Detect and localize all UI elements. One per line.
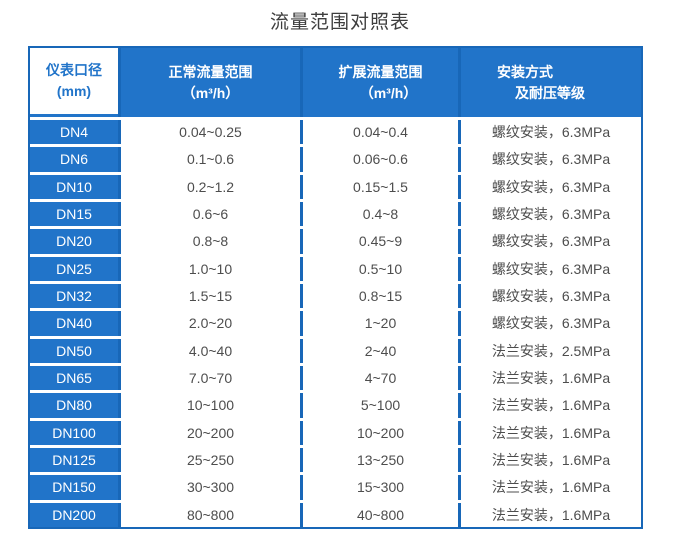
cell-installation: 法兰安装，1.6MPa (458, 365, 641, 391)
header-installation: 安装方式 及耐压等级 (458, 48, 641, 117)
cell-installation: 法兰安装，1.6MPa (458, 393, 641, 418)
cell-extended-range: 2~40 (300, 338, 458, 363)
cell-normal-range: 1.0~10 (118, 256, 300, 281)
cell-installation: 法兰安装，2.5MPa (458, 338, 641, 363)
cell-extended-range: 0.15~1.5 (300, 174, 458, 199)
cell-extended-range: 10~200 (300, 420, 458, 445)
cell-diameter: DN10 (30, 174, 118, 199)
cell-normal-range: 4.0~40 (118, 338, 300, 363)
table-row: DN32 1.5~15 0.8~15 螺纹安装，6.3MPa (30, 283, 641, 309)
cell-extended-range: 0.45~9 (300, 229, 458, 254)
table-row: DN4 0.04~0.25 0.04~0.4 螺纹安装，6.3MPa (30, 120, 641, 145)
cell-extended-range: 0.4~8 (300, 201, 458, 227)
cell-extended-range: 1~20 (300, 311, 458, 336)
cell-normal-range: 0.6~6 (118, 201, 300, 227)
header-line2: 及耐压等级 (515, 84, 585, 101)
header-extended-flow-range: 扩展流量范围 （m³/h） (300, 48, 458, 117)
cell-installation: 螺纹安装，6.3MPa (458, 229, 641, 254)
cell-normal-range: 30~300 (118, 475, 300, 500)
cell-normal-range: 1.5~15 (118, 283, 300, 309)
header-line1: 仪表口径 (46, 62, 102, 78)
cell-extended-range: 40~800 (300, 502, 458, 527)
cell-normal-range: 0.1~0.6 (118, 147, 300, 172)
cell-installation: 螺纹安装，6.3MPa (458, 201, 641, 227)
cell-installation: 法兰安装，1.6MPa (458, 447, 641, 473)
flow-range-table: 仪表口径 (mm) 正常流量范围 （m³/h） 扩展流量范围 （m³/h） 安装… (28, 46, 643, 529)
cell-diameter: DN25 (30, 256, 118, 281)
cell-normal-range: 0.8~8 (118, 229, 300, 254)
header-line1: 安装方式 (497, 63, 553, 80)
header-line2: （m³/h） (359, 84, 418, 101)
cell-diameter: DN20 (30, 229, 118, 254)
cell-extended-range: 15~300 (300, 475, 458, 500)
table-row: DN15 0.6~6 0.4~8 螺纹安装，6.3MPa (30, 201, 641, 227)
table-body: DN4 0.04~0.25 0.04~0.4 螺纹安装，6.3MPa DN6 0.1~0.… (30, 120, 641, 527)
cell-diameter: DN50 (30, 338, 118, 363)
table-header-row: 仪表口径 (mm) 正常流量范围 （m³/h） 扩展流量范围 （m³/h） 安装… (30, 48, 641, 117)
header-line2: (mm) (56, 83, 92, 99)
cell-extended-range: 0.5~10 (300, 256, 458, 281)
cell-normal-range: 25~250 (118, 447, 300, 473)
cell-diameter: DN125 (30, 447, 118, 473)
cell-normal-range: 80~800 (118, 502, 300, 527)
cell-installation: 螺纹安装，6.3MPa (458, 120, 641, 145)
cell-extended-range: 4~70 (300, 365, 458, 391)
cell-diameter: DN65 (30, 365, 118, 391)
header-meter-diameter: 仪表口径 (mm) (30, 48, 118, 117)
cell-installation: 法兰安装，1.6MPa (458, 502, 641, 527)
cell-extended-range: 13~250 (300, 447, 458, 473)
cell-extended-range: 0.8~15 (300, 283, 458, 309)
cell-diameter: DN100 (30, 420, 118, 445)
cell-extended-range: 0.04~0.4 (300, 120, 458, 145)
cell-normal-range: 2.0~20 (118, 311, 300, 336)
cell-installation: 螺纹安装，6.3MPa (458, 283, 641, 309)
table-row: DN50 4.0~40 2~40 法兰安装，2.5MPa (30, 338, 641, 363)
table-row: DN80 10~100 5~100 法兰安装，1.6MPa (30, 393, 641, 418)
cell-extended-range: 0.06~0.6 (300, 147, 458, 172)
table-row: DN125 25~250 13~250 法兰安装，1.6MPa (30, 447, 641, 473)
table-row: DN65 7.0~70 4~70 法兰安装，1.6MPa (30, 365, 641, 391)
cell-diameter: DN200 (30, 502, 118, 527)
table-row: DN25 1.0~10 0.5~10 螺纹安装，6.3MPa (30, 256, 641, 281)
cell-installation: 螺纹安装，6.3MPa (458, 174, 641, 199)
cell-diameter: DN4 (30, 120, 118, 145)
cell-diameter: DN150 (30, 475, 118, 500)
cell-diameter: DN80 (30, 393, 118, 418)
header-line1: 扩展流量范围 (338, 63, 423, 80)
cell-installation: 法兰安装，1.6MPa (458, 475, 641, 500)
page-title: 流量范围对照表 (269, 12, 410, 33)
table-row: DN20 0.8~8 0.45~9 螺纹安装，6.3MPa (30, 229, 641, 254)
cell-normal-range: 0.2~1.2 (118, 174, 300, 199)
header-normal-flow-range: 正常流量范围 （m³/h） (118, 48, 300, 117)
table-row: DN40 2.0~20 1~20 螺纹安装，6.3MPa (30, 311, 641, 336)
table-row: DN10 0.2~1.2 0.15~1.5 螺纹安装，6.3MPa (30, 174, 641, 199)
cell-normal-range: 10~100 (118, 393, 300, 418)
cell-installation: 螺纹安装，6.3MPa (458, 256, 641, 281)
header-line1: 正常流量范围 (168, 63, 253, 80)
table-row: DN100 20~200 10~200 法兰安装，1.6MPa (30, 420, 641, 445)
cell-diameter: DN32 (30, 283, 118, 309)
table-row: DN200 80~800 40~800 法兰安装，1.6MPa (30, 502, 641, 527)
table-row: DN6 0.1~0.6 0.06~0.6 螺纹安装，6.3MPa (30, 147, 641, 172)
cell-normal-range: 7.0~70 (118, 365, 300, 391)
header-line2: （m³/h） (181, 84, 240, 101)
cell-installation: 螺纹安装，6.3MPa (458, 311, 641, 336)
cell-normal-range: 20~200 (118, 420, 300, 445)
table-row: DN150 30~300 15~300 法兰安装，1.6MPa (30, 475, 641, 500)
cell-normal-range: 0.04~0.25 (118, 120, 300, 145)
cell-diameter: DN15 (30, 201, 118, 227)
cell-installation: 螺纹安装，6.3MPa (458, 147, 641, 172)
cell-installation: 法兰安装，1.6MPa (458, 420, 641, 445)
cell-diameter: DN6 (30, 147, 118, 172)
cell-diameter: DN40 (30, 311, 118, 336)
cell-extended-range: 5~100 (300, 393, 458, 418)
